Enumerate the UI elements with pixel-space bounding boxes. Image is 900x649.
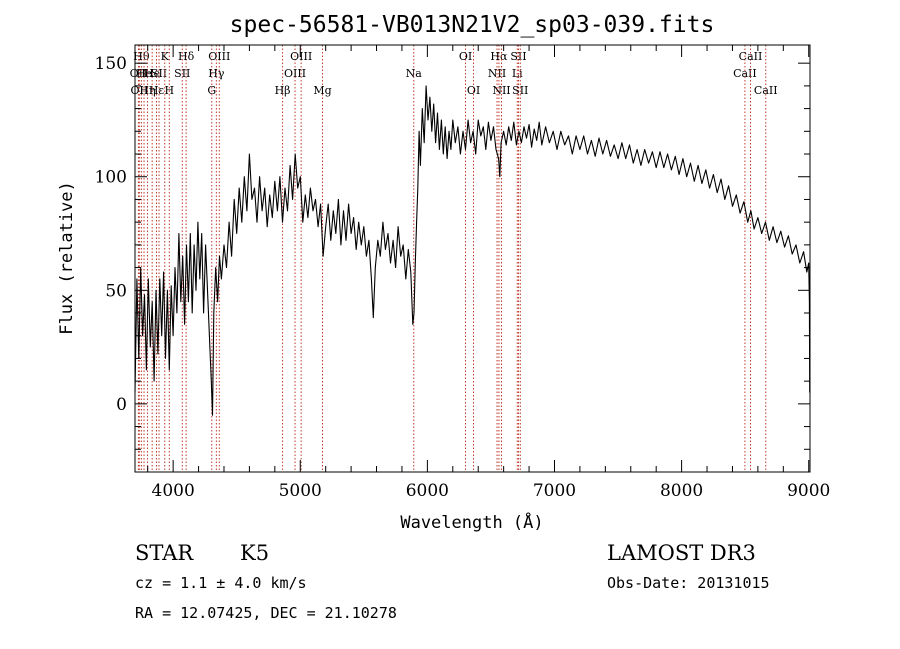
line-marker: NII: [488, 45, 506, 472]
line-marker-label: K: [161, 50, 170, 63]
line-marker-label: CaII: [733, 67, 757, 80]
line-marker: G: [207, 45, 216, 472]
x-tick-label: 7000: [533, 481, 576, 501]
line-marker: Li: [512, 45, 523, 472]
line-marker-label: CaII: [754, 84, 778, 97]
plot-frame: [134, 44, 811, 473]
y-axis: 0 50 100 150: [95, 54, 810, 450]
chart-title: spec-56581-VB013N21V2_sp03-039.fits: [230, 12, 715, 38]
line-marker-label: NII: [488, 67, 506, 80]
line-marker: He: [136, 45, 152, 472]
x-axis-label: Wavelength (Å): [400, 511, 543, 533]
y-tick-label: 0: [116, 395, 127, 415]
line-marker-label: OI: [467, 84, 480, 97]
x-tick-label: 6000: [406, 481, 449, 501]
line-marker: OII: [130, 45, 148, 472]
observation-date: Obs-Date: 20131015: [607, 574, 770, 592]
line-marker-label: SII: [174, 67, 190, 80]
line-marker: K: [161, 45, 170, 472]
line-marker: Hγ: [208, 45, 225, 472]
line-marker-label: Hγ: [208, 67, 225, 80]
line-marker: OI: [467, 45, 480, 472]
line-marker: Hα: [490, 45, 508, 472]
line-marker: CaII: [733, 45, 757, 472]
line-marker-label: Hε: [149, 84, 165, 97]
line-marker: OI: [459, 45, 472, 472]
line-marker-label: OIII: [284, 67, 306, 80]
line-marker-label: OI: [459, 50, 472, 63]
line-marker-label: Li: [512, 67, 523, 80]
x-tick-label: 4000: [152, 481, 195, 501]
line-marker: Hη: [139, 45, 156, 472]
line-marker-label: OII: [130, 67, 148, 80]
line-marker-label: SII: [512, 84, 528, 97]
x-tick-label: 9000: [787, 481, 830, 501]
line-marker-label: CaII: [739, 50, 763, 63]
y-tick-label: 50: [105, 281, 127, 301]
y-tick-label: 100: [95, 168, 127, 188]
line-marker-label: Hβ: [275, 84, 291, 97]
line-marker: CaII: [754, 45, 778, 472]
line-marker: Hθ: [133, 45, 150, 472]
line-marker: Hε: [149, 45, 165, 472]
y-tick-label: 150: [95, 54, 127, 74]
line-marker-label: He: [136, 67, 152, 80]
line-marker-label: Mg: [313, 84, 331, 97]
line-marker: Mg: [313, 45, 332, 472]
line-marker: CaII: [739, 45, 763, 472]
x-tick-label: 8000: [660, 481, 703, 501]
line-marker-label: SII: [151, 67, 167, 80]
line-marker-label: H: [165, 84, 175, 97]
y-axis-label: Flux (relative): [57, 181, 77, 335]
line-marker: OIII: [284, 45, 306, 472]
object-class: STAR: [135, 541, 194, 565]
line-marker: Hβ: [275, 45, 291, 472]
emission-line-markers: OIIOIIHθHeHηHeHεSIIKHSIIHδGHγOIIIHβOIIIO…: [130, 45, 778, 472]
line-marker-label: Na: [406, 67, 423, 80]
line-marker: SII: [510, 45, 527, 472]
line-marker-label: NII: [492, 84, 510, 97]
ra-dec: RA = 12.07425, DEC = 21.10278: [135, 604, 397, 622]
survey-name: LAMOST DR3: [607, 541, 756, 565]
line-marker-label: OIII: [208, 50, 230, 63]
line-marker: H: [165, 45, 175, 472]
redshift-cz: cz = 1.1 ± 4.0 km/s: [135, 574, 307, 592]
line-marker-label: OIII: [290, 50, 312, 63]
line-marker: Na: [406, 45, 423, 472]
x-axis: 4000 5000 6000 7000 8000 9000: [147, 45, 830, 501]
line-marker-label: Hα: [490, 50, 508, 63]
spectrum-series: [134, 85, 811, 416]
line-marker-label: SII: [510, 50, 526, 63]
object-subclass: K5: [240, 541, 269, 565]
x-tick-label: 5000: [279, 481, 322, 501]
line-marker-label: G: [207, 84, 216, 97]
line-marker: OIII: [290, 45, 312, 472]
line-marker-label: Hθ: [133, 50, 150, 63]
line-marker-label: Hδ: [178, 50, 195, 63]
line-marker: NII: [492, 45, 511, 472]
line-marker: SII: [151, 45, 167, 472]
line-marker: SII: [512, 45, 528, 472]
spectrum-line: [134, 85, 811, 416]
line-marker: He: [144, 45, 160, 472]
line-marker-label: Hη: [139, 84, 155, 97]
